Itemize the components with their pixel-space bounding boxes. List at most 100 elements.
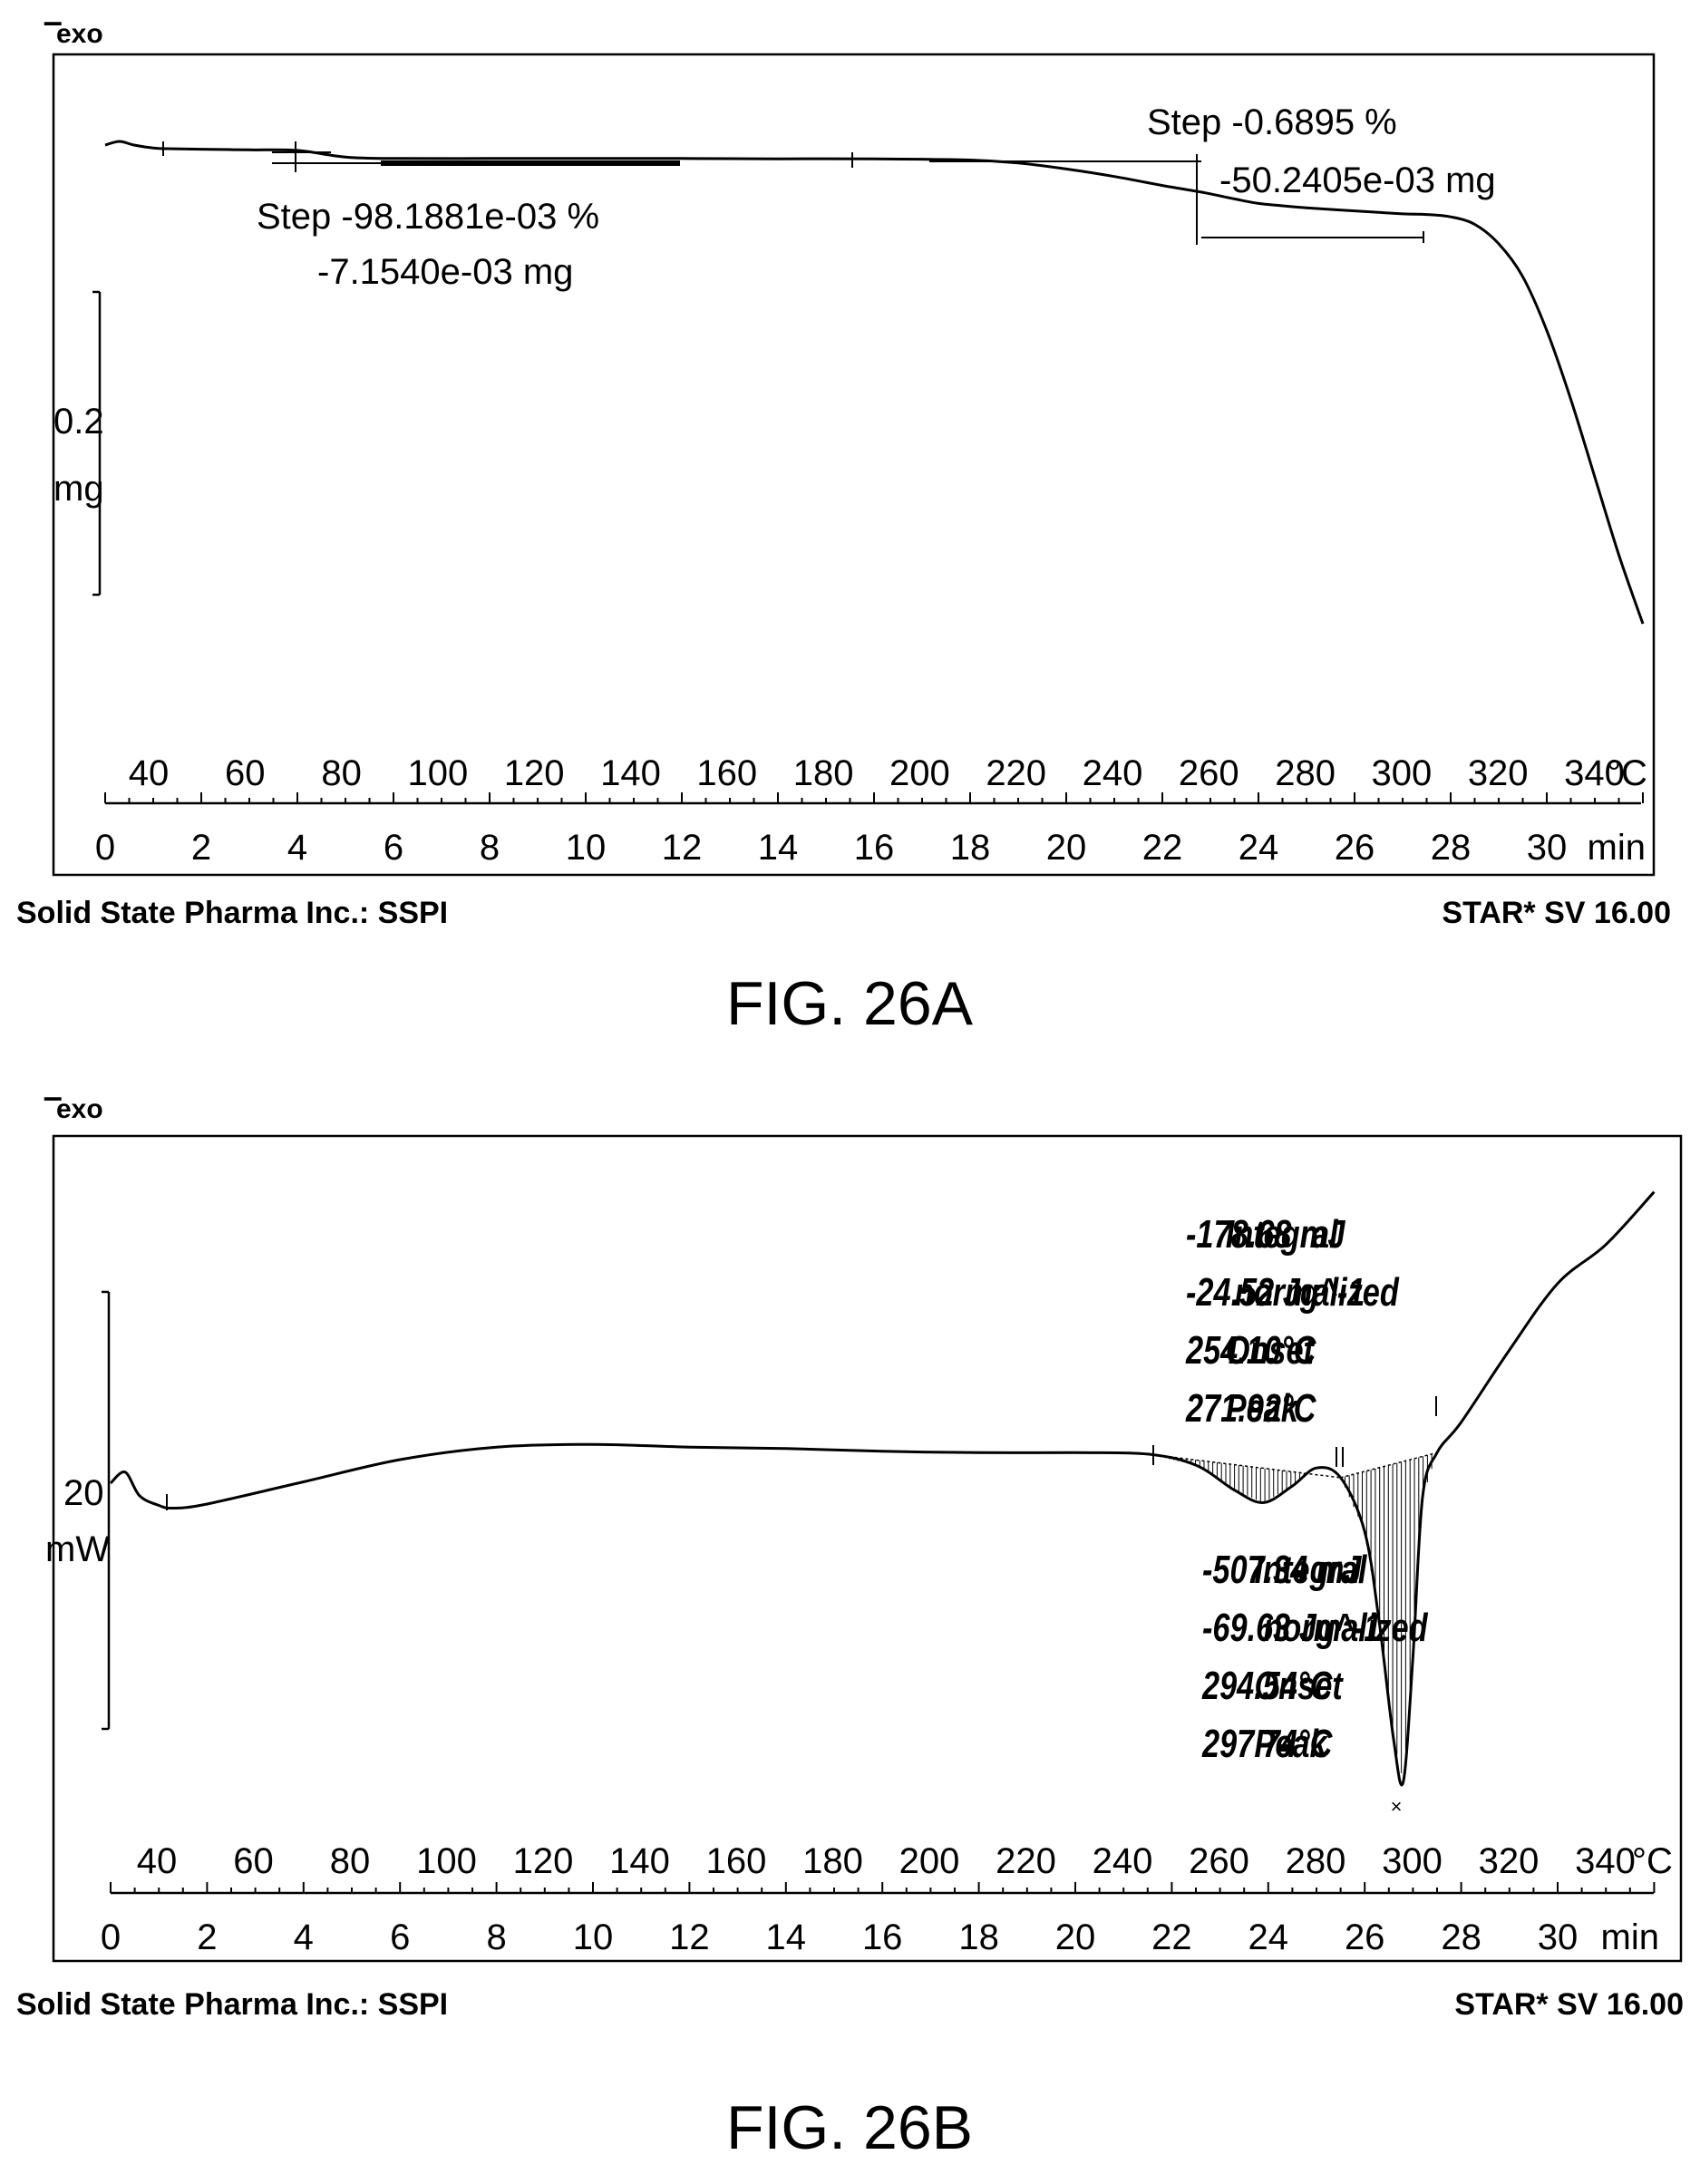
temp-tick-label: 180 — [802, 1841, 863, 1881]
scale-bar-value: 0.2 — [53, 402, 104, 442]
time-tick-label: 24 — [1248, 1917, 1289, 1957]
temp-tick-label: 300 — [1382, 1841, 1443, 1881]
time-axis: 0 2 4 6 8 10 12 14 16 18 20 22 24 26 28 30 min — [101, 1882, 1659, 1957]
temp-tick-label: 120 — [513, 1841, 574, 1881]
temp-tick-label: 220 — [986, 753, 1046, 793]
peak-result-key: Peak — [1226, 1386, 1300, 1431]
scale-bar-unit: mW — [45, 1529, 110, 1569]
time-tick-label: 2 — [197, 1917, 217, 1957]
temperature-axis: 40 60 80 100 120 140 160 180 200 220 240 260 280 300 3… — [129, 753, 1647, 793]
peak-result-key: Onset — [1254, 1664, 1344, 1708]
temp-tick-label: 320 — [1468, 753, 1529, 793]
temp-tick-label: 160 — [706, 1841, 767, 1881]
time-tick-label: 18 — [958, 1917, 999, 1957]
temp-tick-label: 280 — [1275, 753, 1336, 793]
time-tick-label: 22 — [1142, 828, 1183, 868]
figure-label-a: FIG. 26A — [726, 969, 974, 1038]
peak-markers: × — [166, 1396, 1437, 1818]
footer-software: STAR* SV 16.00 — [1454, 1987, 1684, 2022]
time-tick-label: 22 — [1151, 1917, 1192, 1957]
temp-tick-label: 240 — [1083, 753, 1143, 793]
time-axis: 0 2 4 6 8 10 12 14 16 18 20 22 24 26 28 30 min — [95, 792, 1646, 868]
temp-tick-label: 340 — [1575, 1841, 1636, 1881]
time-tick-label: 0 — [95, 828, 115, 868]
time-tick-label: 4 — [287, 828, 307, 868]
scale-bar: 0.2 mg — [53, 290, 104, 597]
plot-frame — [52, 1134, 1683, 1963]
footer-company: Solid State Pharma Inc.: SSPI — [16, 1987, 448, 2022]
time-unit-label: min — [1588, 828, 1646, 868]
peak-result-value: -24.52 Jg^-1 — [1186, 1270, 1365, 1315]
time-tick-label: 28 — [1431, 828, 1472, 868]
peak-result-value: 271.92°C — [1185, 1386, 1316, 1431]
plot-frame — [52, 53, 1656, 877]
peak-2-results: Integral-507.34 mJ normalized-69.63 Jg^-1… — [1201, 1548, 1428, 1766]
temp-tick-label: 280 — [1286, 1841, 1346, 1881]
step-annotations: Step -98.1881e-03 % -7.1540e-03 mg Step … — [162, 102, 1496, 292]
peak-result-key: Integral — [1254, 1548, 1367, 1592]
temp-tick-label: 260 — [1189, 1841, 1249, 1881]
scale-bar-unit: mg — [53, 469, 104, 509]
time-tick-label: 6 — [384, 828, 403, 868]
temp-tick-label: 100 — [416, 1841, 477, 1881]
scale-bar: 20 mW — [45, 1290, 110, 1731]
temp-tick-label: 240 — [1093, 1841, 1153, 1881]
peak-min-marker: × — [1391, 1795, 1403, 1818]
time-tick-label: 6 — [390, 1917, 410, 1957]
temp-unit-label: °C — [1607, 753, 1647, 793]
peak-integration-hatching — [1147, 1451, 1438, 1773]
scale-bar-value: 20 — [63, 1473, 104, 1513]
temp-tick-label: 200 — [889, 753, 950, 793]
peak-result-key: Peak — [1254, 1722, 1328, 1766]
peak-result-key: normalized — [1263, 1606, 1428, 1650]
time-tick-label: 20 — [1046, 828, 1087, 868]
temp-tick-label: 220 — [996, 1841, 1056, 1881]
time-tick-label: 30 — [1538, 1917, 1579, 1957]
temp-tick-label: 180 — [793, 753, 854, 793]
temp-tick-label: 140 — [600, 753, 661, 793]
temp-tick-label: 260 — [1179, 753, 1239, 793]
temp-tick-label: 40 — [129, 753, 170, 793]
temp-tick-label: 80 — [330, 1841, 371, 1881]
time-tick-label: 8 — [486, 1917, 506, 1957]
temp-tick-label: 40 — [137, 1841, 178, 1881]
step-2-line1: Step -0.6895 % — [1147, 102, 1397, 142]
footer-software: STAR* SV 16.00 — [1442, 896, 1671, 930]
tga-curve — [104, 140, 1645, 625]
time-tick-label: 12 — [662, 828, 703, 868]
time-tick-label: 24 — [1239, 828, 1279, 868]
step-1-line2: -7.1540e-03 mg — [317, 252, 573, 292]
peak-result-value: 297.74°C — [1201, 1722, 1333, 1766]
peak-1-results: Integral-178.68 mJ normalized-24.52 Jg^-1… — [1185, 1212, 1399, 1431]
time-tick-label: 2 — [191, 828, 211, 868]
footer-company: Solid State Pharma Inc.: SSPI — [16, 896, 448, 930]
dsc-curve — [109, 1190, 1656, 1787]
temp-tick-label: 100 — [408, 753, 469, 793]
exo-direction-marker: ▔ — [44, 22, 62, 48]
integration-baseline — [1340, 1451, 1438, 1479]
fig26a-chart: ▔ exo 0.2 mg Step -98.1881e-03 % -7.1540… — [16, 19, 1671, 1038]
peak-result-value: 294.54°C — [1201, 1664, 1333, 1708]
time-tick-label: 14 — [766, 1917, 807, 1957]
time-tick-label: 26 — [1335, 828, 1375, 868]
exo-label: exo — [56, 19, 103, 49]
temperature-axis: 40 60 80 100 120 140 160 180 200 220 240 260 280 300 3… — [137, 1841, 1673, 1881]
peak-result-key: Onset — [1226, 1328, 1316, 1373]
time-tick-label: 16 — [862, 1917, 903, 1957]
temp-tick-label: 120 — [504, 753, 565, 793]
time-tick-label: 26 — [1345, 1917, 1385, 1957]
time-tick-label: 14 — [758, 828, 799, 868]
time-tick-label: 20 — [1055, 1917, 1096, 1957]
time-tick-label: 12 — [669, 1917, 710, 1957]
temp-tick-label: 60 — [225, 753, 266, 793]
temp-unit-label: °C — [1632, 1841, 1673, 1881]
temp-tick-label: 200 — [899, 1841, 960, 1881]
peak-result-value: -178.68 mJ — [1186, 1212, 1345, 1257]
temp-tick-label: 80 — [321, 753, 362, 793]
time-tick-label: 8 — [480, 828, 500, 868]
temp-tick-label: 60 — [233, 1841, 274, 1881]
time-unit-label: min — [1601, 1917, 1659, 1957]
peak-result-value: -507.34 mJ — [1202, 1548, 1362, 1592]
temp-tick-label: 140 — [609, 1841, 670, 1881]
